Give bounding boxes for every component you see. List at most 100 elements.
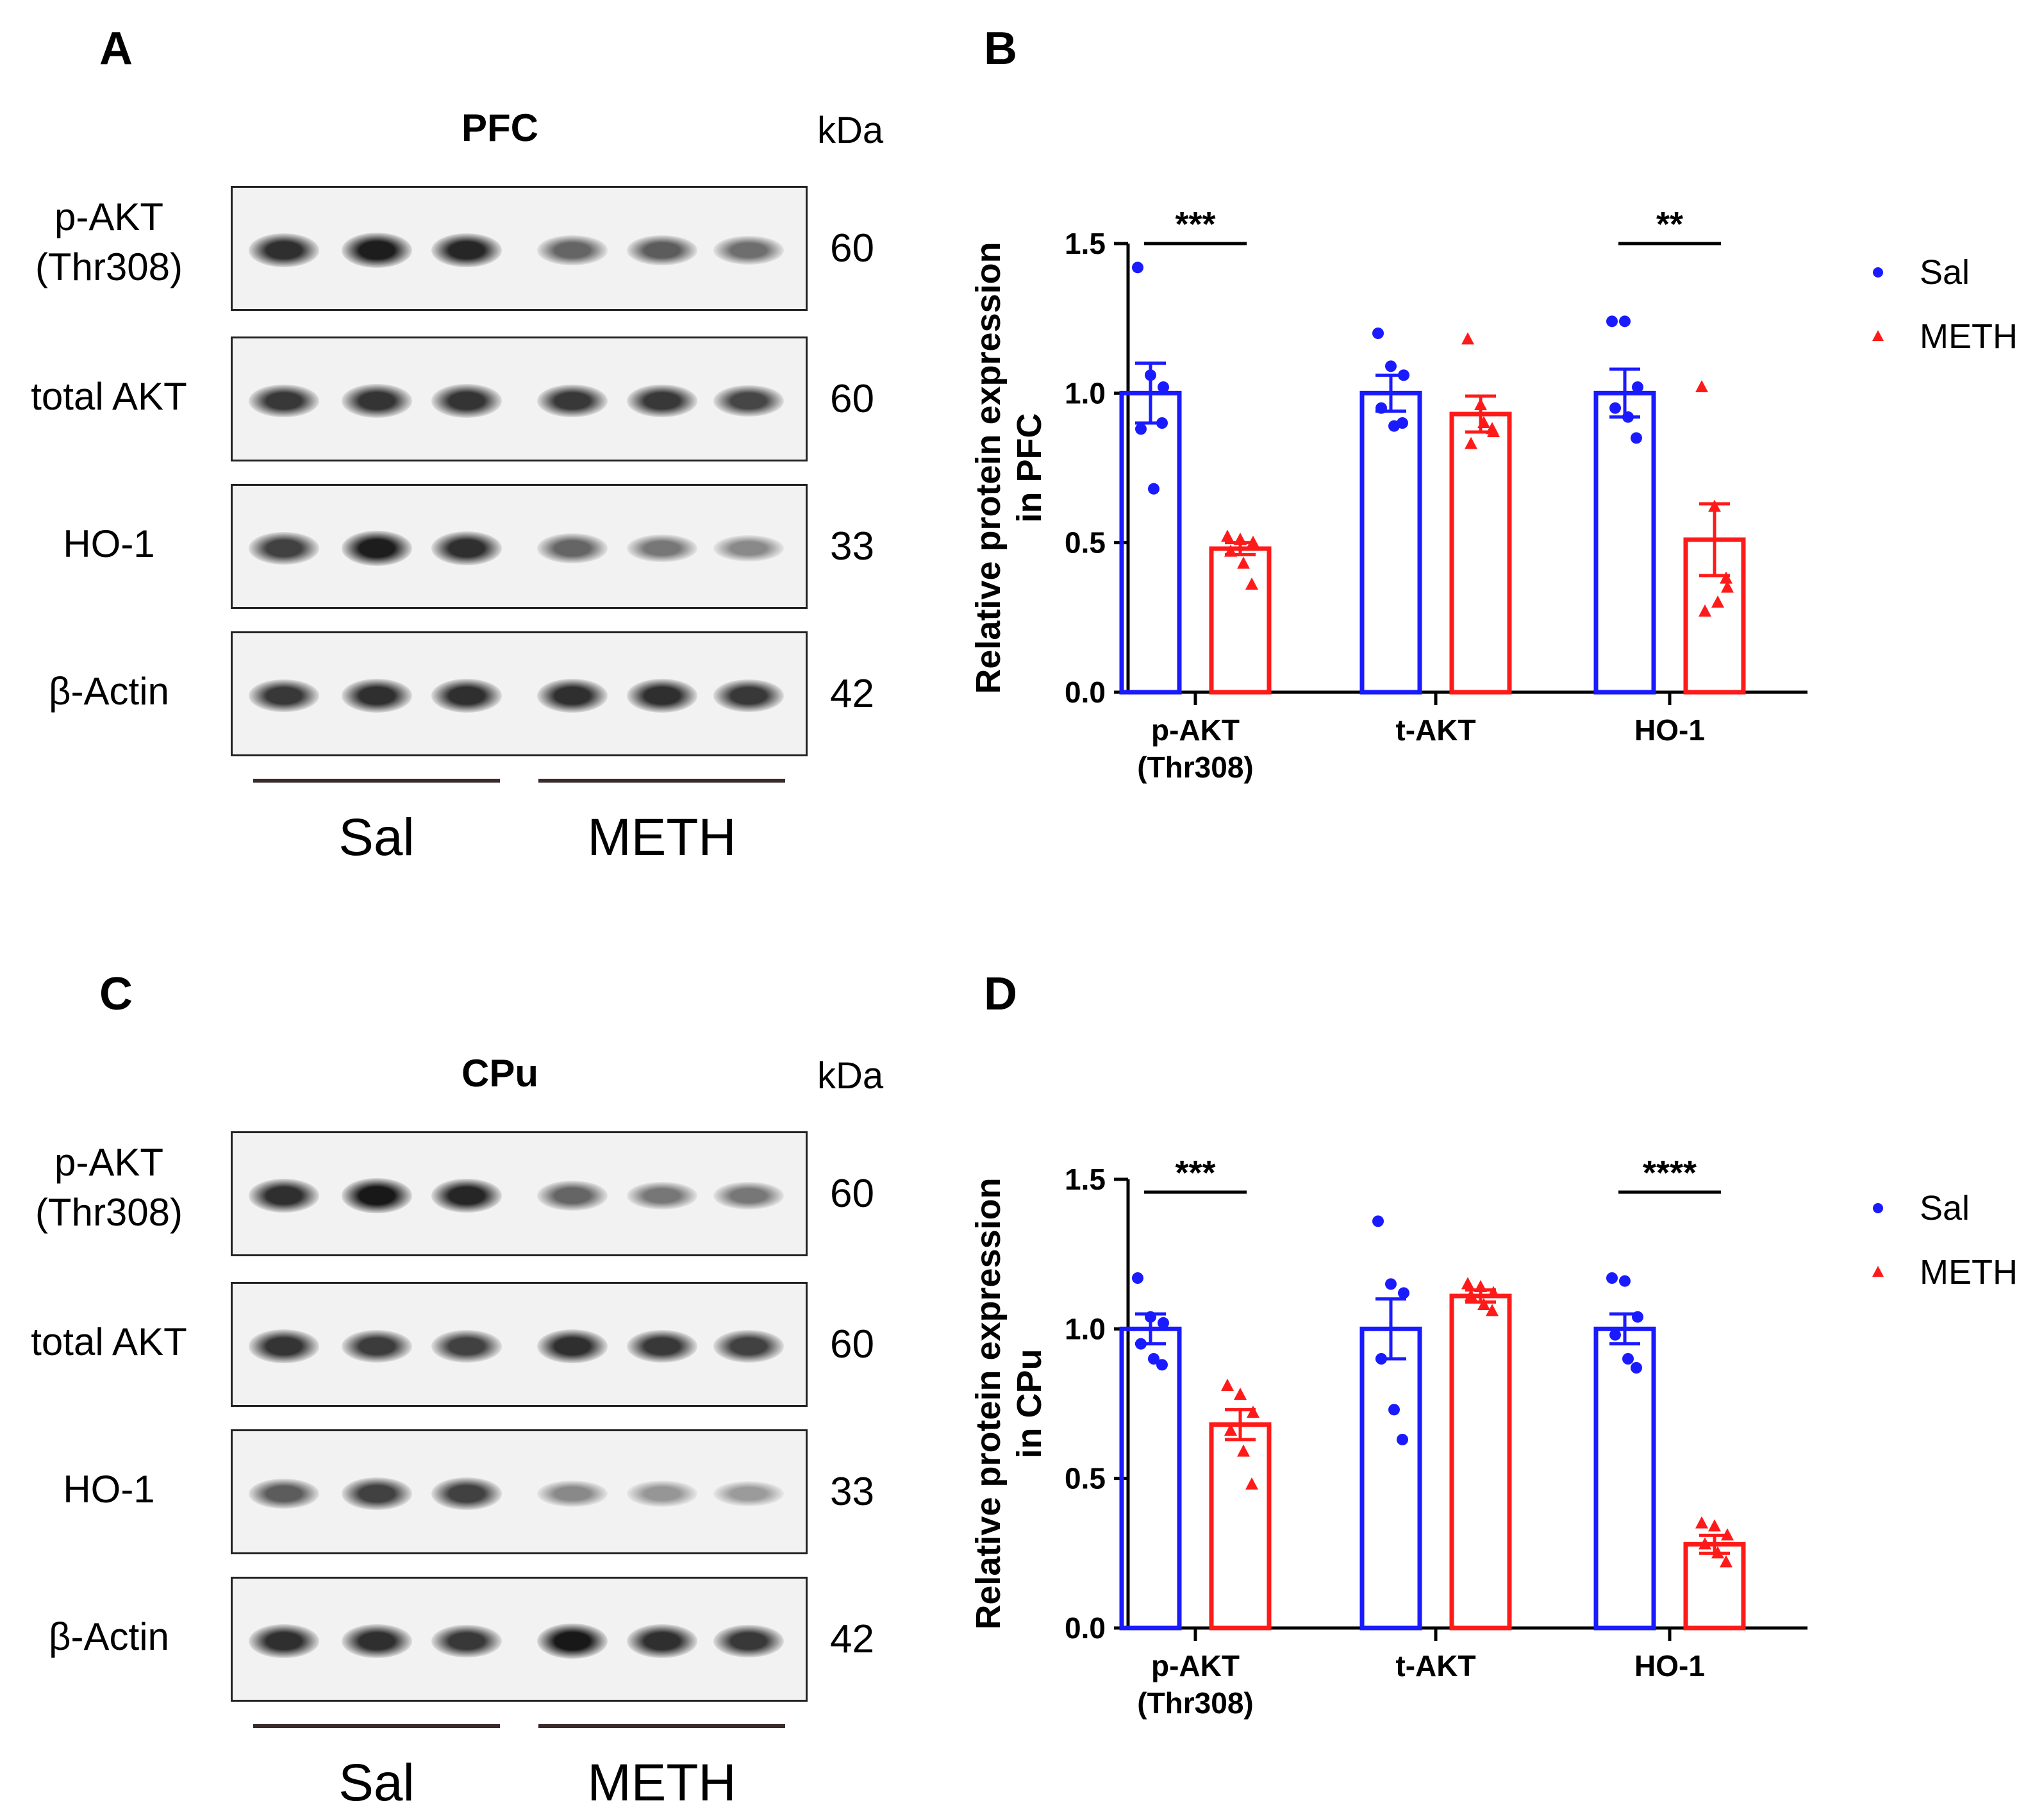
panel-a-letter: A xyxy=(99,23,133,74)
data-point-meth xyxy=(1486,422,1499,435)
bar xyxy=(1359,390,1422,695)
panel-c-kda-label: kDa xyxy=(817,1055,884,1097)
blot-band xyxy=(431,384,502,418)
blot-band xyxy=(713,1181,784,1210)
data-point-meth xyxy=(1245,577,1258,590)
x-tick-label: HO-1 xyxy=(1634,1649,1705,1682)
blot-band xyxy=(627,235,697,266)
data-point-meth xyxy=(1474,398,1487,410)
blot-band xyxy=(342,384,412,418)
legend-marker-meth xyxy=(1872,330,1884,341)
blot-strip xyxy=(231,484,808,609)
blot-band xyxy=(431,531,502,565)
bar xyxy=(1449,411,1512,695)
x-tick-label: t-AKT xyxy=(1395,1649,1475,1682)
bar xyxy=(1119,390,1182,695)
bar xyxy=(1593,1326,1656,1631)
blot-band xyxy=(249,1478,319,1509)
blot-molecular-weight: 60 xyxy=(830,1172,874,1216)
x-tick-label: (Thr308) xyxy=(1137,1686,1253,1720)
x-tick-label: t-AKT xyxy=(1395,713,1475,747)
significance-stars: *** xyxy=(1175,1154,1215,1192)
data-point-meth xyxy=(1721,1528,1734,1541)
panel-d-chart: Relative protein expressionin CPu 0.0 0.5 1… xyxy=(969,1154,2018,1720)
blot-band xyxy=(342,1329,412,1363)
blot-band xyxy=(249,1179,319,1213)
blot-band xyxy=(627,384,697,418)
data-point-meth xyxy=(1247,1406,1259,1418)
data-point-meth xyxy=(1245,1477,1258,1490)
data-point-meth xyxy=(1708,1519,1721,1532)
data-point-sal xyxy=(1158,381,1169,393)
data-point-sal xyxy=(1632,1311,1643,1323)
panel-b-chart: Relative protein expressionin PFC 0.0 0.5 1… xyxy=(969,205,2018,784)
bar xyxy=(1593,390,1656,695)
significance-stars: ** xyxy=(1656,205,1683,244)
data-point-meth xyxy=(1477,416,1490,428)
y-axis-label-line: in CPu xyxy=(1010,1349,1049,1459)
data-point-sal xyxy=(1375,402,1387,414)
blot-band xyxy=(342,1624,412,1658)
data-point-sal xyxy=(1397,417,1408,429)
data-point-meth xyxy=(1711,595,1724,608)
blot-row-label: HO-1 xyxy=(63,1468,155,1511)
data-point-sal xyxy=(1135,423,1147,435)
blot-molecular-weight: 60 xyxy=(830,226,874,270)
data-point-meth xyxy=(1237,1444,1250,1457)
blot-band xyxy=(537,384,608,418)
data-point-sal xyxy=(1148,483,1159,495)
data-point-meth xyxy=(1247,535,1259,548)
y-tick-label: 0.5 xyxy=(1065,526,1106,560)
data-point-sal xyxy=(1132,1272,1143,1284)
x-tick-label: p-AKT xyxy=(1151,713,1240,747)
legend-marker-sal xyxy=(1873,267,1883,278)
data-point-meth xyxy=(1474,1280,1487,1292)
blot-band xyxy=(713,1624,784,1658)
data-point-sal xyxy=(1632,381,1643,393)
group-line xyxy=(538,1724,785,1728)
group-line xyxy=(538,779,785,783)
data-point-sal xyxy=(1372,328,1384,339)
data-point-sal xyxy=(1158,1317,1169,1329)
panel-c-letter: C xyxy=(99,968,133,1020)
group-label: METH xyxy=(587,808,736,867)
data-point-meth xyxy=(1465,436,1477,449)
legend-label: Sal xyxy=(1920,253,1970,292)
bar xyxy=(1359,1326,1422,1631)
legend-marker-meth xyxy=(1872,1266,1884,1277)
y-axis-label: Relative protein expressionin PFC xyxy=(969,242,1049,694)
data-point-meth xyxy=(1695,1516,1708,1529)
blot-strip xyxy=(231,1577,808,1702)
data-point-sal xyxy=(1145,1311,1156,1323)
blot-band xyxy=(431,233,502,268)
blot-band xyxy=(713,1330,784,1363)
data-point-sal xyxy=(1398,369,1409,381)
data-point-sal xyxy=(1132,262,1143,274)
data-point-sal xyxy=(1631,1362,1642,1374)
blot-band xyxy=(627,679,697,713)
blot-row-label: β-Actin xyxy=(49,670,169,713)
y-tick-label: 0.0 xyxy=(1065,1611,1106,1645)
blot-molecular-weight: 42 xyxy=(830,672,874,716)
blot-band xyxy=(342,531,412,566)
data-point-meth xyxy=(1720,1555,1732,1568)
data-point-sal xyxy=(1385,1278,1397,1290)
bar xyxy=(1119,1326,1182,1631)
blot-band xyxy=(713,679,784,713)
blot-band xyxy=(627,1481,697,1507)
blot-band xyxy=(431,1477,502,1510)
y-axis-label: Relative protein expressionin CPu xyxy=(969,1177,1049,1629)
data-point-meth xyxy=(1234,1388,1247,1400)
data-point-sal xyxy=(1372,1215,1384,1227)
data-point-sal xyxy=(1609,1329,1621,1341)
blot-row-label: p-AKT (Thr308) xyxy=(35,195,183,288)
data-point-meth xyxy=(1721,580,1734,593)
blot-band xyxy=(537,1181,608,1211)
blot-band xyxy=(249,384,319,418)
data-point-meth xyxy=(1461,1277,1474,1290)
blot-strip xyxy=(231,1429,808,1554)
panel-a-kda-label: kDa xyxy=(817,110,884,151)
bar xyxy=(1209,546,1272,695)
blot-band xyxy=(342,1177,412,1214)
blot-molecular-weight: 42 xyxy=(830,1617,874,1661)
